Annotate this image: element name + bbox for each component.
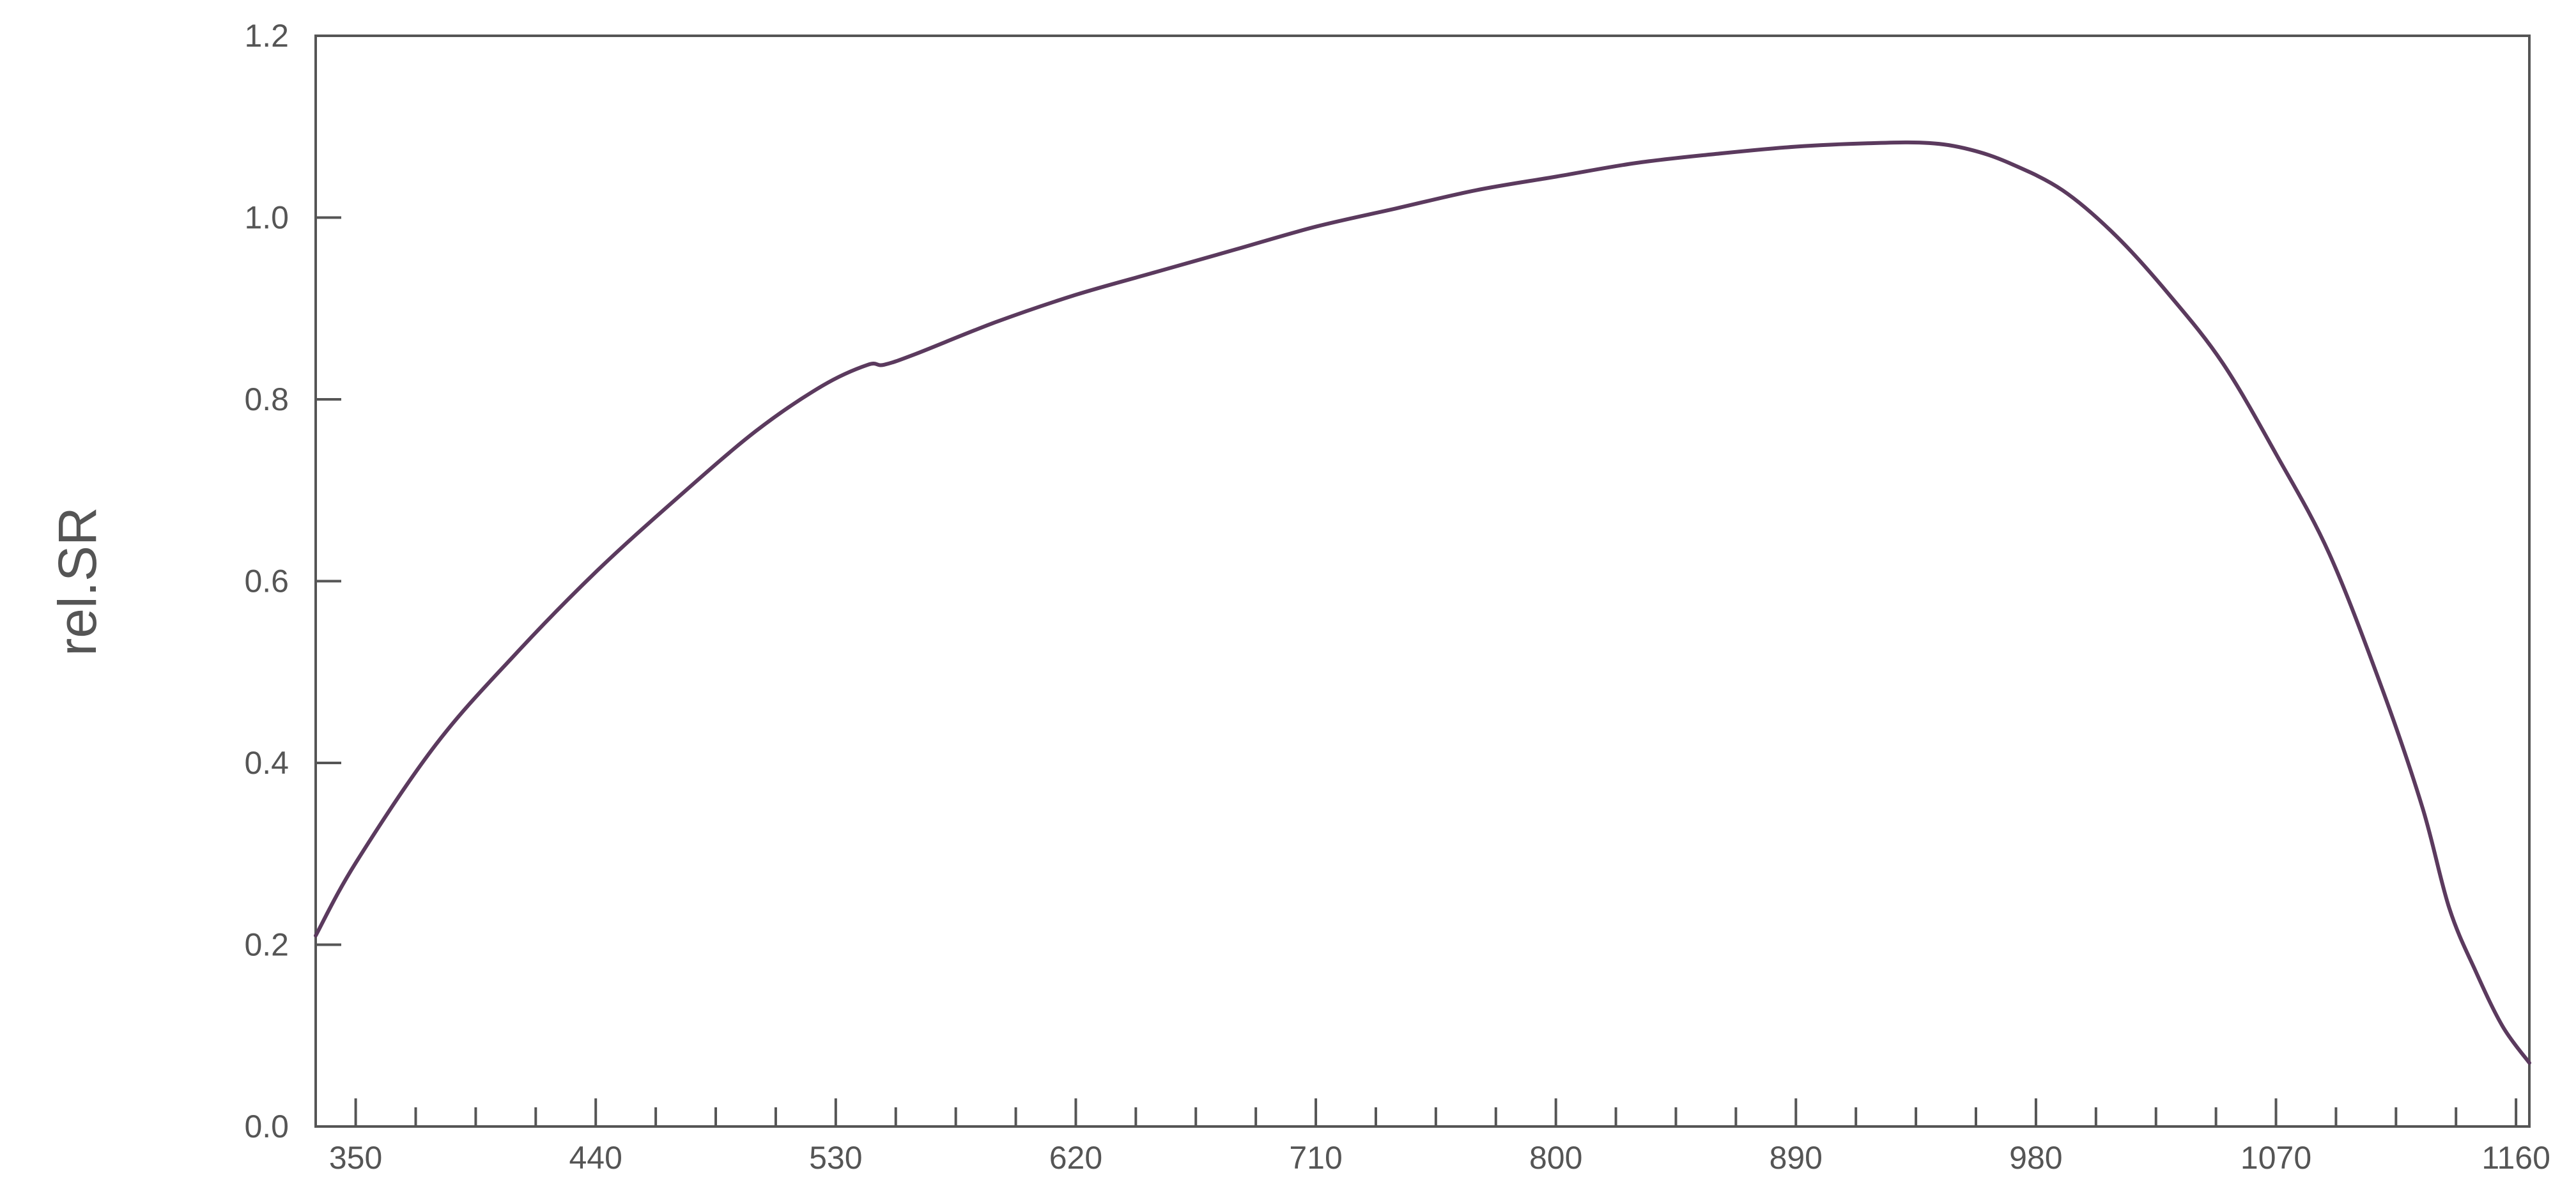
x-tick-label: 710	[1289, 1140, 1342, 1176]
x-tick-label: 350	[329, 1140, 382, 1176]
y-axis-title: rel.SR	[47, 507, 107, 656]
x-tick-label: 890	[1770, 1140, 1823, 1176]
y-tick-label: 1.0	[244, 200, 289, 236]
y-tick-label: 1.2	[244, 18, 289, 54]
y-tick-label: 0.4	[244, 745, 289, 781]
x-tick-label: 1160	[2481, 1140, 2550, 1176]
x-tick-label: 1070	[2241, 1140, 2311, 1176]
y-tick-label: 0.0	[244, 1109, 289, 1144]
y-tick-label: 0.8	[244, 381, 289, 417]
x-tick-label: 980	[2009, 1140, 2062, 1176]
series-line-0	[314, 140, 2531, 1065]
y-axis-ticks: 0.0 0.2 0.4 0.6 0.8 1.0 1.2	[244, 18, 341, 1144]
x-axis-ticks: 350 440 530 620 710 800 890 980 1070 1160	[329, 1098, 2550, 1176]
x-tick-label: 800	[1529, 1140, 1582, 1176]
x-tick-label: 620	[1049, 1140, 1102, 1176]
x-tick-label: 440	[569, 1140, 622, 1176]
y-tick-label: 0.2	[244, 927, 289, 963]
plot-frame	[314, 35, 2531, 1128]
x-tick-label: 530	[809, 1140, 862, 1176]
series-layer	[314, 140, 2531, 1065]
y-tick-label: 0.6	[244, 564, 289, 599]
